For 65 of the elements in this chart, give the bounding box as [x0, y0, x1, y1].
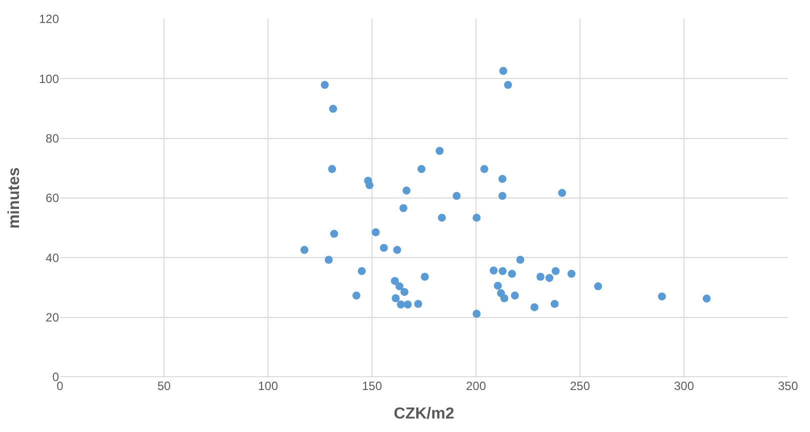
y-tick-label: 40 — [46, 250, 60, 265]
y-tick-label: 20 — [46, 310, 60, 325]
point — [499, 66, 508, 75]
point — [414, 300, 422, 308]
point — [395, 282, 404, 290]
point — [452, 192, 461, 200]
x-tick-label: 150 — [362, 379, 382, 393]
point — [380, 244, 388, 252]
point — [550, 300, 559, 308]
point — [530, 303, 538, 312]
point — [366, 181, 374, 190]
point — [324, 256, 333, 264]
point — [328, 165, 336, 174]
x-tick-label: 300 — [674, 379, 694, 393]
point — [396, 300, 405, 309]
point — [400, 288, 408, 296]
point — [330, 230, 338, 238]
x-tick-label: 350 — [778, 379, 798, 393]
x-tick-label: 250 — [570, 379, 590, 393]
point — [567, 270, 576, 278]
point — [480, 165, 488, 174]
point — [420, 272, 429, 281]
point — [399, 204, 408, 212]
point — [702, 294, 711, 303]
point — [390, 276, 399, 285]
point — [393, 246, 402, 254]
point — [498, 192, 506, 200]
y-tick-label: 60 — [46, 191, 60, 206]
point — [404, 300, 412, 309]
point — [300, 246, 308, 254]
point — [508, 270, 516, 278]
x-tick-label: 100 — [258, 379, 278, 393]
point — [498, 174, 506, 183]
point — [472, 214, 481, 222]
y-axis-title: minutes — [6, 167, 23, 229]
point — [594, 282, 602, 290]
point — [438, 214, 446, 222]
point — [504, 80, 512, 89]
y-tick-label: 80 — [46, 132, 60, 146]
point — [329, 104, 338, 113]
point — [536, 272, 544, 281]
point — [402, 186, 411, 195]
point — [516, 256, 524, 264]
point — [392, 294, 400, 302]
point — [436, 146, 444, 155]
y-tick-label: 100 — [38, 72, 60, 86]
point — [490, 266, 498, 274]
point — [494, 282, 502, 290]
point — [352, 292, 360, 300]
point — [358, 267, 366, 276]
point — [418, 165, 426, 174]
point — [500, 294, 508, 302]
point — [552, 267, 560, 276]
point — [320, 80, 329, 89]
point — [510, 292, 519, 300]
x-tick-label: 200 — [466, 379, 486, 393]
point — [658, 292, 666, 300]
point — [372, 228, 380, 236]
y-tick-label: 120 — [38, 12, 60, 26]
x-tick-label: 50 — [157, 379, 171, 393]
point — [472, 310, 481, 318]
x-axis-title: CZK/m2 — [394, 406, 454, 423]
point — [545, 274, 554, 282]
point — [558, 188, 566, 197]
point — [498, 267, 507, 276]
